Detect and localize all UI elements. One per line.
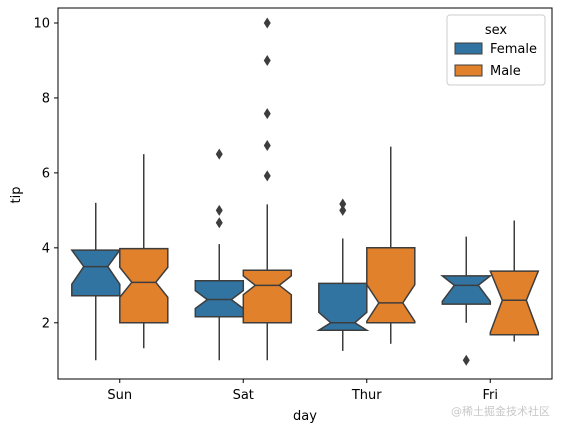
outlier-point xyxy=(339,198,347,210)
box-male-thur xyxy=(366,146,416,344)
outlier-point xyxy=(263,170,271,182)
outlier-point xyxy=(215,204,223,216)
outlier-point xyxy=(263,54,271,66)
plot-area xyxy=(70,17,540,366)
axes-frame xyxy=(57,7,553,380)
box-female-sun xyxy=(70,202,122,361)
legend-label-female: Female xyxy=(490,42,537,57)
y-tick-label: 10 xyxy=(33,16,50,31)
box-female-fri xyxy=(440,236,493,366)
box-body xyxy=(242,269,293,324)
outlier-point xyxy=(215,217,223,229)
box-body xyxy=(119,247,169,324)
legend: sex Female Male xyxy=(446,14,546,86)
legend-label-male: Male xyxy=(490,64,521,79)
box-male-sat xyxy=(242,17,293,361)
legend-swatch-female xyxy=(454,42,483,55)
y-tick-label: 2 xyxy=(42,316,50,331)
y-tick-label: 4 xyxy=(42,241,50,256)
outlier-point xyxy=(263,17,271,29)
box-male-sun xyxy=(119,154,169,349)
outlier-point xyxy=(263,140,271,152)
y-axis-label: tip xyxy=(9,187,24,204)
x-axis-label: day xyxy=(293,409,317,424)
outlier-point xyxy=(215,148,223,160)
legend-swatch-male xyxy=(454,64,483,77)
box-female-thur xyxy=(316,198,370,351)
box-body xyxy=(489,270,540,336)
x-axis: Sun Sat Thur Fri xyxy=(107,379,498,403)
y-tick-label: 8 xyxy=(42,91,50,106)
x-tick-label: Sat xyxy=(233,388,254,403)
x-tick-label: Sun xyxy=(107,388,132,403)
x-tick-label: Fri xyxy=(483,388,499,403)
box-body xyxy=(440,275,493,305)
x-tick-label: Thur xyxy=(351,388,382,403)
outlier-point xyxy=(462,354,470,366)
outlier-point xyxy=(339,204,347,216)
outlier-point xyxy=(263,108,271,120)
box-body xyxy=(366,247,416,324)
y-tick-label: 6 xyxy=(42,166,50,181)
legend-title: sex xyxy=(485,23,508,38)
box-body xyxy=(70,249,122,297)
y-axis: 2 4 6 8 10 xyxy=(33,16,58,331)
watermark: @稀土掘金技术社区 xyxy=(451,404,550,418)
box-male-fri xyxy=(489,220,540,342)
